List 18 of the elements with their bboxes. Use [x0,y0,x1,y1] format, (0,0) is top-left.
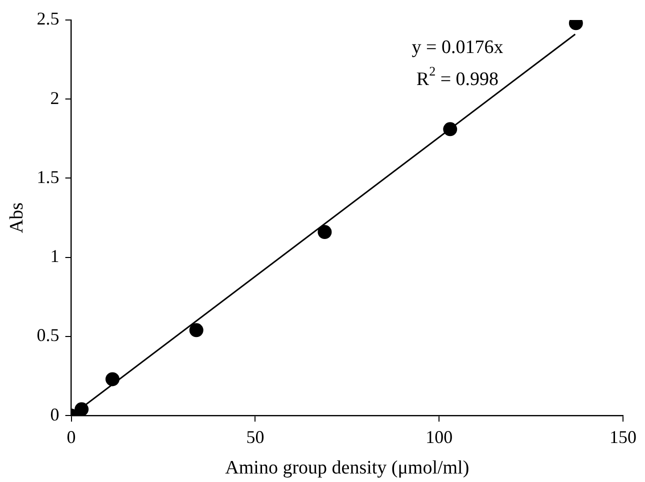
y-tick-label: 0.5 [36,325,60,346]
point [74,402,89,416]
annotation: y = 0.0176x [412,36,504,58]
x-tick-label: 50 [246,427,264,448]
point [189,323,204,338]
x-tick-label: 100 [426,427,453,448]
x-axis-title: Amino group density (μmol/ml) [225,458,470,479]
x-tick-label: 150 [610,427,636,448]
y-tick-label: 2 [50,88,60,108]
y-tick-label: 2.5 [36,8,60,29]
point [443,122,458,136]
point [105,372,120,386]
y-tick-label: 0 [50,404,60,424]
x-tick-label: 0 [66,427,76,448]
point [318,225,332,240]
y-axis-title: Abs [6,202,28,234]
y-tick-label: 1 [50,246,60,266]
y-tick-label: 1.5 [36,166,60,187]
